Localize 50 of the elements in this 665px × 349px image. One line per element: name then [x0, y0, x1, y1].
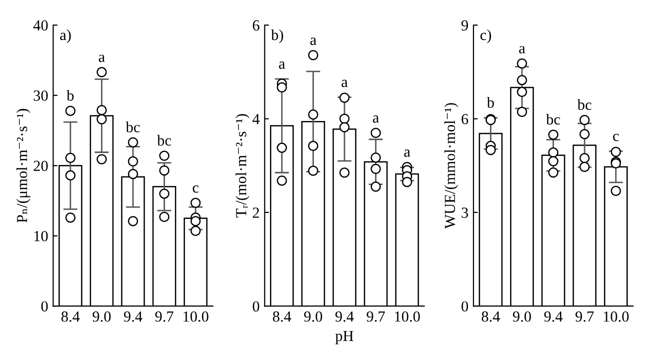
x-tick-label: 10.0: [604, 311, 629, 322]
x-tick-label: 10.0: [395, 311, 420, 322]
x-tick-label: 8.4: [482, 311, 500, 322]
x-tick-label: 9.7: [366, 311, 385, 322]
y-tick-label: 6: [462, 114, 468, 124]
x-tick-label: 9.0: [512, 311, 531, 322]
y-tick-label: 4: [252, 114, 260, 124]
x-tick-label: 8.4: [272, 311, 292, 322]
x-tick-label: 9.7: [576, 311, 594, 322]
annotation: a: [98, 54, 105, 62]
y-tick-label: 0: [41, 301, 48, 312]
y-tick-label: 9: [461, 20, 468, 31]
annotation: bc: [546, 114, 560, 125]
x-tick-label: 9.7: [155, 311, 174, 322]
y-axis-title: Pₙ/(μmol·m⁻²·s⁻¹): [16, 108, 30, 223]
x-tick-label: 9.4: [544, 311, 563, 322]
x-tick-label: 10.0: [184, 311, 208, 322]
x-tick-label: 9.0: [304, 311, 322, 322]
x-tick-label: 8.4: [61, 311, 80, 322]
annotation: bc: [126, 122, 140, 132]
annotation: a): [60, 29, 71, 44]
annotation: a: [372, 115, 379, 123]
annotation: bc: [577, 99, 592, 110]
y-tick-label: 20: [34, 160, 48, 172]
x-tick-label: 9.4: [335, 311, 354, 322]
y-tick-label: 2: [252, 208, 259, 218]
x-tick-label: 9.0: [92, 311, 111, 322]
y-tick-label: 3: [462, 208, 468, 218]
y-axis-title: WUE/(mmol·mol⁻¹): [444, 103, 458, 229]
annotation: c: [613, 134, 619, 142]
y-tick-label: 30: [34, 90, 48, 101]
y-tick-label: 10: [34, 230, 48, 242]
y-axis-title: Tᵣ/(mol·m⁻²·s⁻¹): [236, 114, 250, 218]
y-tick-label: 6: [252, 20, 260, 31]
annotation: c: [192, 185, 199, 193]
annotation: b): [271, 29, 284, 44]
annotation: a: [404, 150, 410, 157]
x-axis-title: pH: [335, 330, 354, 344]
annotation: a: [310, 38, 316, 45]
annotation: a: [519, 46, 526, 54]
annotation: a: [342, 80, 348, 88]
annotation: a: [279, 62, 286, 69]
annotation: b: [486, 96, 494, 108]
y-tick-label: 40: [33, 20, 48, 31]
annotation: bc: [157, 134, 172, 146]
annotation: b: [66, 90, 74, 101]
y-tick-label: 0: [462, 301, 468, 312]
y-tick-label: 0: [252, 301, 260, 312]
annotation: c): [480, 29, 492, 44]
x-tick-label: 9.4: [124, 311, 142, 322]
